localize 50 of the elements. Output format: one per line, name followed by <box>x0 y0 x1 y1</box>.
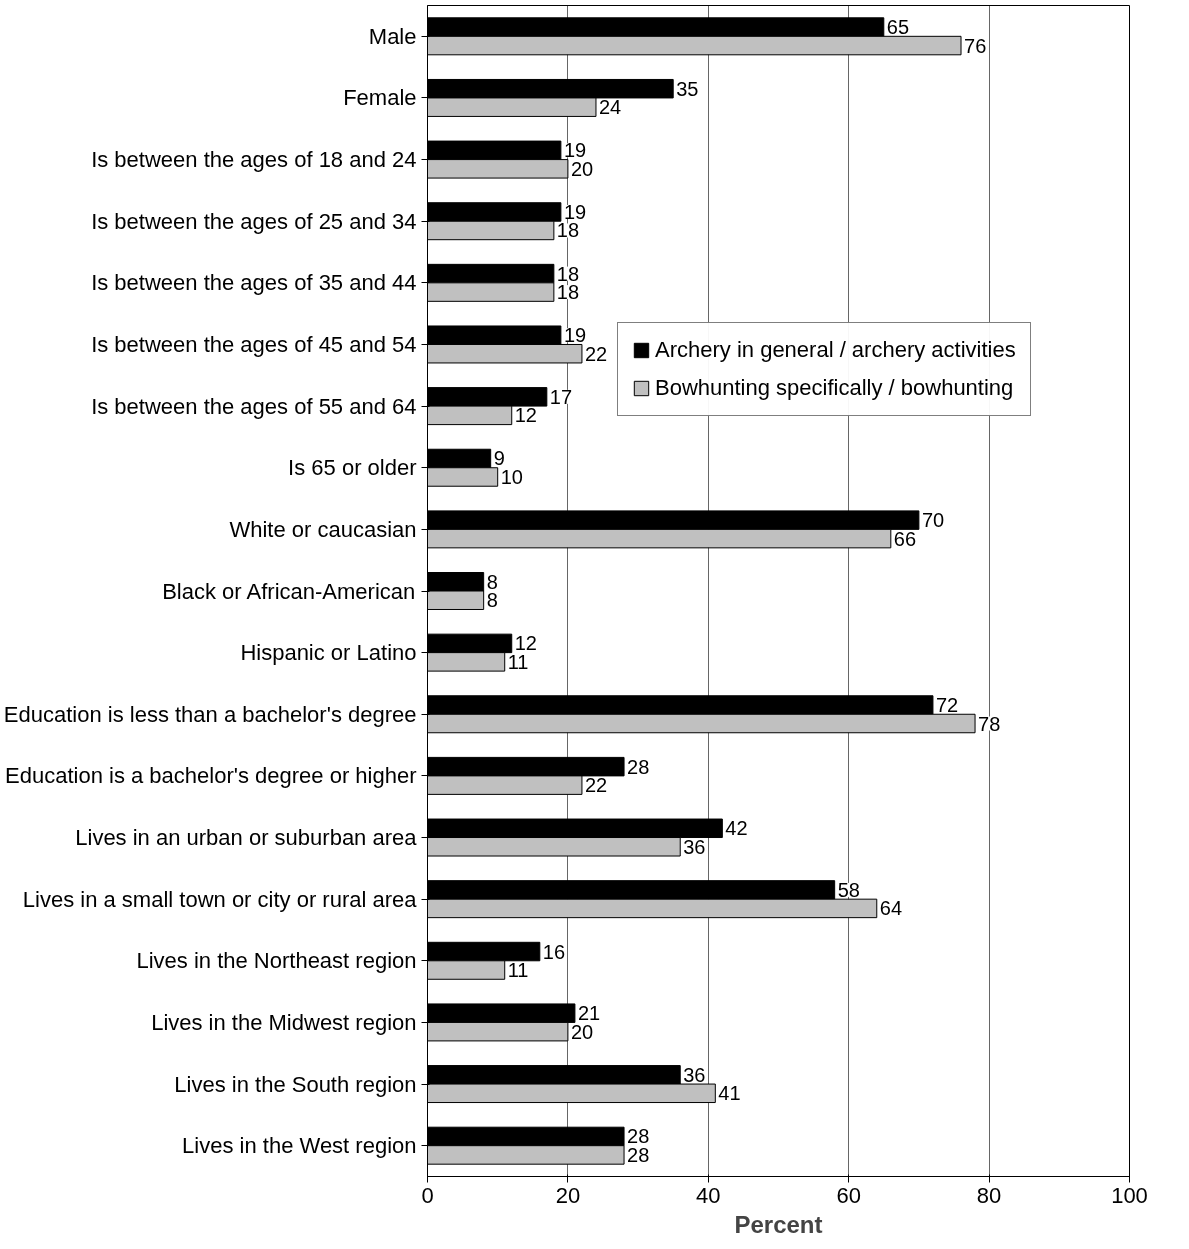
data-label: 22 <box>584 774 608 797</box>
legend-label: Archery in general / archery activities <box>655 337 1016 363</box>
data-label: 11 <box>507 959 529 982</box>
x-axis-title: Percent <box>734 1210 823 1238</box>
x-tick-label: 60 <box>836 1182 861 1208</box>
data-label: 78 <box>978 712 1001 735</box>
y-tick-label: Is between the ages of 35 and 44 <box>91 270 417 296</box>
y-tick-label: Male <box>368 23 417 49</box>
y-tick-label: Is between the ages of 45 and 54 <box>91 331 417 357</box>
data-label: 22 <box>584 342 608 365</box>
y-tick-label: Lives in the Northeast region <box>136 948 417 974</box>
data-label: 76 <box>964 34 987 57</box>
data-label: 19 <box>563 324 587 347</box>
y-tick-label: Is between the ages of 25 and 34 <box>91 208 417 234</box>
data-label: 42 <box>725 817 748 840</box>
data-label: 41 <box>718 1082 741 1105</box>
y-tick-label: Is between the ages of 55 and 64 <box>91 393 417 419</box>
data-label: 28 <box>627 755 650 778</box>
y-tick-label: Lives in the Midwest region <box>151 1009 417 1035</box>
data-label: 35 <box>676 77 699 100</box>
x-tick-label: 80 <box>976 1182 1002 1208</box>
y-tick-label: Hispanic or Latino <box>240 640 417 666</box>
x-tick-label: 40 <box>696 1182 721 1208</box>
data-label: 36 <box>683 1063 706 1086</box>
y-tick-label: Lives in the South region <box>174 1071 417 1097</box>
data-label: 66 <box>893 527 917 550</box>
y-tick-label: Lives in an urban or suburban area <box>75 825 418 851</box>
data-label: 36 <box>683 835 706 858</box>
y-tick-label: Lives in the West region <box>182 1133 417 1159</box>
y-tick-label: Lives in a small town or city or rural area <box>22 886 418 912</box>
data-label: 70 <box>921 509 945 532</box>
x-tick-label: 100 <box>1111 1182 1148 1208</box>
x-tick-label: 0 <box>421 1182 434 1208</box>
data-label: 64 <box>879 897 903 920</box>
data-label: 24 <box>598 96 622 119</box>
data-label: 12 <box>514 404 537 427</box>
data-label: 17 <box>549 385 573 408</box>
legend-label: Bowhunting specifically / bowhunting <box>655 375 1014 401</box>
data-label: 72 <box>935 694 959 717</box>
data-label: 16 <box>542 940 566 963</box>
data-label: 58 <box>837 878 860 901</box>
y-tick-label: Is between the ages of 18 and 24 <box>91 147 417 173</box>
x-tick-label: 20 <box>555 1182 581 1208</box>
y-tick-label: Education is less than a bachelor's degree <box>3 701 417 727</box>
y-tick-label: Is 65 or older <box>288 455 417 481</box>
y-tick-label: White or caucasian <box>229 516 417 542</box>
y-tick-label: Black or African-American <box>162 578 416 604</box>
data-label: 65 <box>886 16 910 39</box>
y-tick-label: Education is a bachelor's degree or higher <box>5 763 417 789</box>
y-tick-label: Female <box>343 85 417 111</box>
